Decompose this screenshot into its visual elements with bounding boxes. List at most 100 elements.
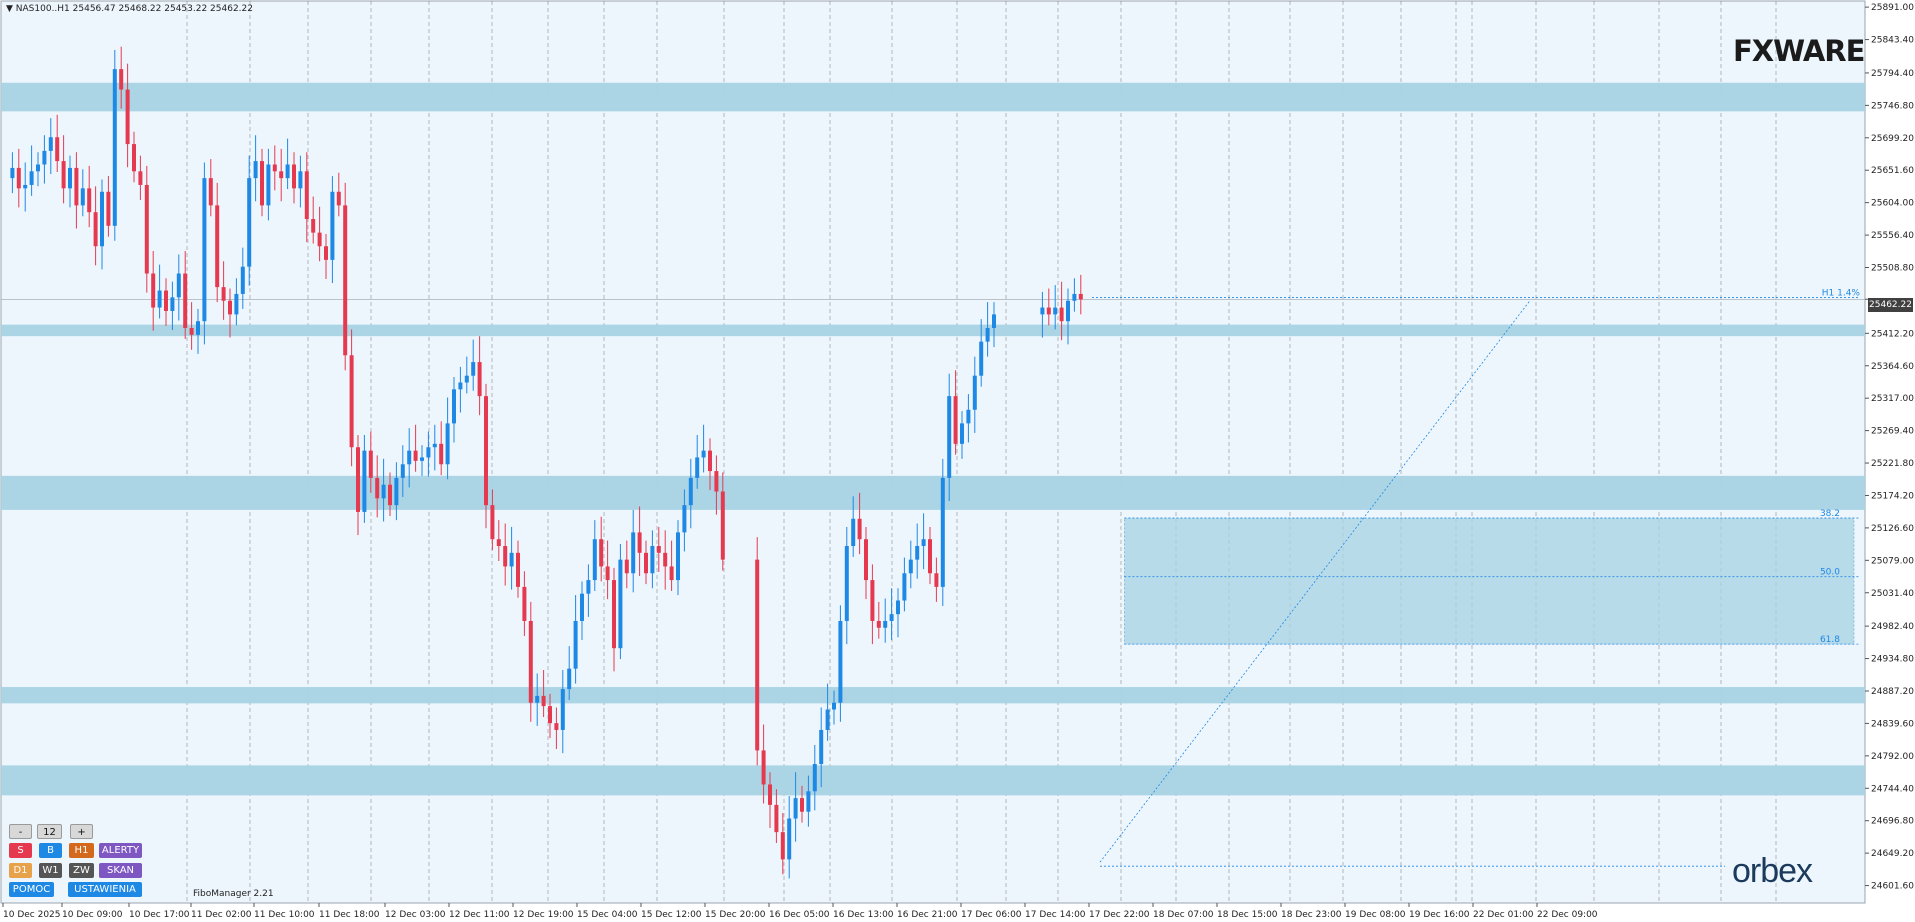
candle-body <box>477 362 482 397</box>
candle-body <box>426 447 431 458</box>
buy-button[interactable]: B <box>39 843 62 858</box>
candle-body <box>985 328 990 342</box>
candle-body <box>221 287 226 301</box>
timeframe-d1-button[interactable]: D1 <box>9 863 32 878</box>
help-button[interactable]: POMOC <box>9 882 54 897</box>
x-tick-label: 18 Dec 15:00 <box>1217 910 1278 920</box>
candle-body <box>260 161 264 206</box>
candle-body <box>202 178 207 322</box>
candle-body <box>1059 307 1064 322</box>
candle-body <box>1040 307 1045 315</box>
candle-body <box>496 539 501 547</box>
candle-body <box>400 464 405 478</box>
candle-body <box>864 539 868 581</box>
y-tick-label: 25699.20 <box>1871 134 1914 144</box>
y-tick-label: 24982.40 <box>1871 622 1914 632</box>
x-tick-label: 10 Dec 09:00 <box>62 910 123 920</box>
x-tick-label: 17 Dec 14:00 <box>1025 910 1086 920</box>
candle-body <box>36 164 40 172</box>
candle-body <box>921 539 926 547</box>
candle-body <box>908 559 913 574</box>
candle-body <box>74 167 79 206</box>
fib-level-label: 61.8 <box>1820 635 1840 645</box>
sr-zone <box>1 765 1865 796</box>
candle-body <box>960 423 964 444</box>
candle-body <box>144 184 149 274</box>
sr-zone <box>1 82 1865 112</box>
candle-body <box>844 546 849 621</box>
y-tick-label: 25174.20 <box>1871 491 1914 501</box>
candle-body <box>637 532 642 553</box>
x-tick-label: 17 Dec 06:00 <box>961 910 1022 920</box>
y-tick-label: 24649.20 <box>1871 849 1914 859</box>
candle-body <box>458 382 463 390</box>
candle-body <box>599 539 604 567</box>
candle-body <box>663 552 668 567</box>
candle-body <box>580 593 584 621</box>
y-tick-label: 25364.60 <box>1871 362 1914 372</box>
candle-body <box>940 477 945 587</box>
candle-body <box>125 89 130 145</box>
y-tick-label: 25317.00 <box>1871 394 1914 404</box>
x-tick-label: 16 Dec 13:00 <box>833 910 894 920</box>
candle-body <box>112 69 117 226</box>
candle-body <box>304 171 309 220</box>
candle-body <box>93 212 98 247</box>
candle-body <box>266 164 271 206</box>
candle-body <box>234 293 239 315</box>
minus-button[interactable]: - <box>9 824 32 839</box>
candle-body <box>228 300 232 315</box>
x-tick-label: 10 Dec 17:00 <box>129 910 190 920</box>
candle-body <box>452 389 456 424</box>
orbex-logo: orbex <box>1732 852 1813 890</box>
y-tick-label: 25746.80 <box>1871 101 1914 111</box>
y-tick-label: 25556.40 <box>1871 231 1914 241</box>
candle-body <box>253 161 258 179</box>
scan-button[interactable]: SKAN <box>99 863 142 878</box>
alerts-button[interactable]: ALERTY <box>99 843 142 858</box>
candle-body <box>768 784 772 805</box>
current-price-tag: 25462.22 <box>1868 298 1913 312</box>
timeframe-w1-button[interactable]: W1 <box>39 863 62 878</box>
candle-body <box>394 477 399 506</box>
x-tick-label: 11 Dec 02:00 <box>191 910 252 920</box>
candle-body <box>644 552 648 574</box>
timeframe-h1-button[interactable]: H1 <box>69 843 94 858</box>
candle-body <box>362 450 367 512</box>
candle-body <box>979 341 984 376</box>
candle-body <box>381 484 386 499</box>
sr-zone <box>1 324 1865 337</box>
candle-body <box>1078 293 1083 300</box>
candle-body <box>439 443 444 465</box>
zw-button[interactable]: ZW <box>69 863 94 878</box>
candle-body <box>992 314 996 329</box>
candle-body <box>285 164 290 179</box>
candle-body <box>29 171 34 185</box>
x-tick-label: 17 Dec 22:00 <box>1089 910 1150 920</box>
value-field[interactable]: 12 <box>37 824 62 839</box>
candle-body <box>592 539 597 581</box>
candle-body <box>857 518 862 540</box>
sell-button[interactable]: S <box>9 843 32 858</box>
candle-body <box>928 539 932 574</box>
candle-body <box>170 297 175 311</box>
candle-body <box>902 573 907 601</box>
fxware-logo-text: FXWARE <box>1733 34 1865 68</box>
candle-body <box>196 321 200 335</box>
candle-body <box>176 273 181 298</box>
candle-body <box>720 491 725 560</box>
candle-body <box>324 246 328 260</box>
plus-button[interactable]: + <box>70 824 93 839</box>
x-tick-label: 12 Dec 03:00 <box>385 910 446 920</box>
candle-body <box>780 832 785 860</box>
candle-body <box>676 532 680 581</box>
candle-body <box>375 477 380 499</box>
x-tick-label: 18 Dec 07:00 <box>1153 910 1214 920</box>
y-tick-label: 25221.80 <box>1871 459 1914 469</box>
candle-body <box>292 164 296 189</box>
sr-zone <box>1 475 1865 510</box>
candle-body <box>883 620 888 628</box>
settings-button[interactable]: USTAWIENIA <box>68 882 142 897</box>
